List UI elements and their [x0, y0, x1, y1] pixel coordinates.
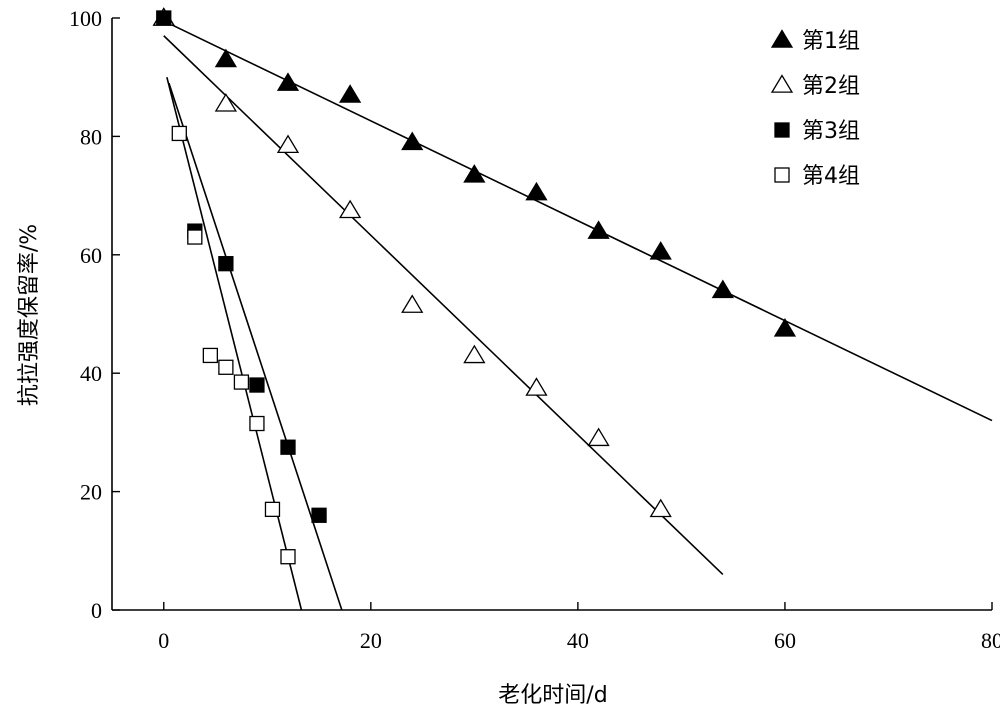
fit-line-series-1: [163, 20, 993, 422]
x-tick-label: 20: [360, 628, 382, 653]
data-point-series-2: [401, 294, 424, 313]
y-tick-label: 100: [69, 6, 102, 31]
data-point-series-3: [249, 377, 265, 393]
legend-label-series-3: 第3组: [802, 119, 860, 144]
data-point-series-4: [202, 347, 219, 364]
data-point-series-1: [711, 279, 734, 299]
y-tick-label: 40: [80, 361, 102, 386]
data-point-series-3: [218, 256, 234, 272]
data-point-series-3: [280, 439, 296, 455]
data-point-series-4: [249, 415, 265, 432]
y-axis-title: 抗拉强度保留率/%: [17, 224, 42, 406]
data-point-series-1: [214, 48, 238, 68]
data-point-series-2: [338, 199, 362, 219]
legend-label-series-1: 第1组: [802, 29, 860, 54]
x-tick-label: 80: [981, 628, 1000, 653]
data-point-series-1: [338, 84, 362, 103]
legend-marker-series-4: [774, 167, 790, 183]
data-point-series-1: [276, 72, 300, 91]
data-point-series-2: [463, 344, 486, 364]
x-tick-label: 40: [567, 628, 589, 653]
fit-lines: [163, 20, 993, 611]
data-point-series-1: [401, 131, 424, 151]
fit-line-series-3: [168, 82, 343, 611]
data-point-series-2: [214, 93, 238, 112]
legend-label-series-4: 第4组: [802, 164, 860, 189]
y-tick-label: 60: [80, 243, 102, 268]
data-point-series-1: [525, 181, 548, 201]
data-point-series-2: [525, 377, 548, 396]
data-point-series-3: [156, 10, 172, 26]
data-point-series-4: [264, 501, 281, 518]
axes: 0 20 40 60 80 0 20 40 60 80 100: [69, 6, 1000, 653]
data-point-series-2: [649, 498, 672, 518]
data-point-series-1: [587, 220, 610, 239]
data-point-series-4: [218, 359, 234, 375]
x-tick-label: 0: [158, 628, 169, 653]
data-point-series-2: [587, 427, 610, 447]
data-point-series-4: [280, 549, 296, 565]
data-point-series-1: [649, 241, 672, 260]
legend-marker-series-3: [774, 122, 790, 138]
data-point-series-4: [233, 374, 250, 390]
legend-marker-series-2: [770, 74, 794, 93]
fit-line-series-4: [166, 77, 303, 611]
x-axis-title: 老化时间/d: [498, 683, 607, 708]
x-tick-label: 60: [774, 628, 796, 653]
legend-marker-series-1: [770, 29, 794, 48]
y-tick-label: 20: [80, 480, 102, 505]
data-point-series-1: [773, 318, 797, 337]
y-tick-label: 80: [80, 124, 102, 149]
legend-label-series-2: 第2组: [802, 74, 860, 99]
y-tick-label: 0: [91, 598, 102, 623]
data-point-series-1: [463, 164, 486, 183]
data-point-series-4: [187, 229, 203, 245]
data-markers: [152, 7, 797, 565]
data-point-series-2: [276, 134, 300, 154]
fit-line-series-2: [163, 35, 724, 576]
data-point-series-3: [311, 507, 327, 523]
data-point-series-4: [171, 125, 187, 142]
